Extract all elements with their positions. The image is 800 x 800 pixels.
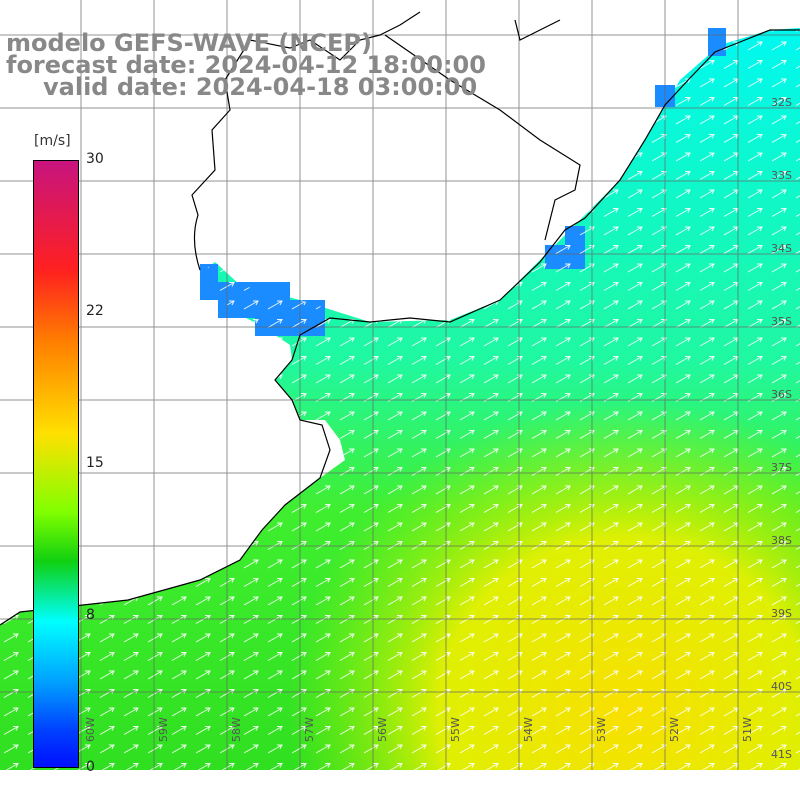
lon-label: 53W [595,717,608,742]
lon-label: 52W [668,717,681,742]
lon-label: 57W [303,717,316,742]
lat-label: 40S [771,680,792,693]
colorbar [33,160,79,768]
lon-label: 60W [84,717,97,742]
colorbar-unit: [m/s] [34,133,71,149]
lon-label: 58W [230,717,243,742]
colorbar-tick-0: 0 [86,759,95,775]
lon-label: 59W [157,717,170,742]
lat-label: 32S [771,96,792,109]
coastline [0,11,800,626]
forecast-date: forecast date: 2024-04-12 18:00:00 [6,51,486,79]
model-title: modelo GEFS-WAVE (NCEP) [6,29,372,57]
lat-label: 34S [771,242,792,255]
colorbar-tick-22: 22 [86,303,104,319]
lon-label: 54W [522,717,535,742]
lat-label: 38S [771,534,792,547]
valid-date: valid date: 2024-04-18 03:00:00 [43,73,478,101]
lat-label: 37S [771,461,792,474]
colorbar-tick-30: 30 [86,151,104,167]
lat-label: 39S [771,607,792,620]
lat-label: 35S [771,315,792,328]
lat-label: 36S [771,388,792,401]
lon-label: 55W [449,717,462,742]
lat-lon-grid [0,0,800,770]
colorbar-tick-15: 15 [86,455,104,471]
colorbar-tick-8: 8 [86,607,95,623]
lat-label: 33S [771,169,792,182]
lat-label: 41S [771,748,792,761]
lon-label: 56W [376,717,389,742]
lon-label: 51W [741,717,754,742]
